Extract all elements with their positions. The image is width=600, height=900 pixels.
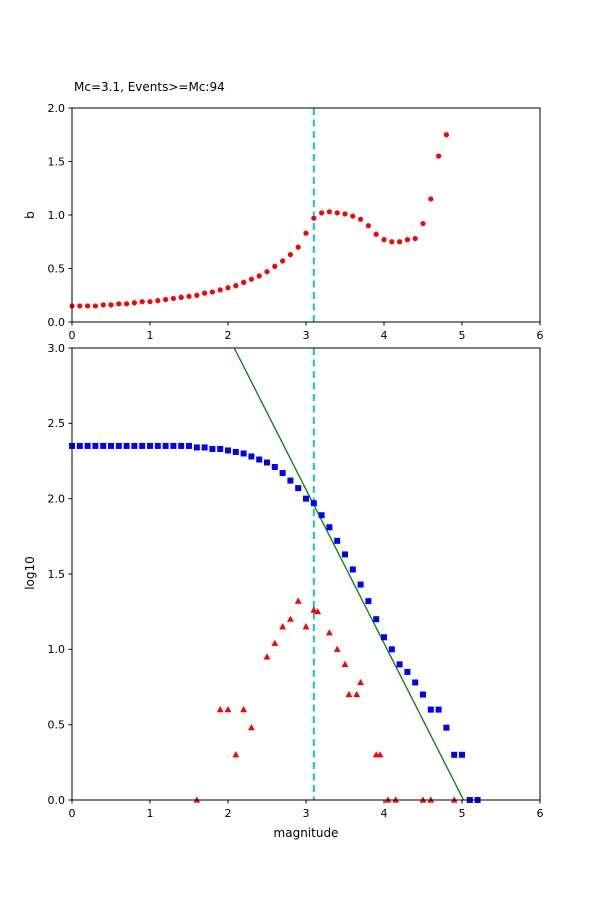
y-tick-label: 0.0 — [48, 794, 66, 807]
y-tick-label: 1.0 — [48, 209, 66, 222]
x-tick-label: 6 — [537, 807, 544, 820]
y-tick-label: 2.0 — [48, 102, 66, 115]
x-tick-label: 0 — [69, 807, 76, 820]
y-tick-label: 0.5 — [48, 262, 66, 275]
x-tick-label: 6 — [537, 329, 544, 342]
x-tick-label: 5 — [459, 329, 466, 342]
y-tick-label: 1.5 — [48, 568, 66, 581]
y-axis-label-log10: log10 — [23, 556, 37, 590]
x-tick-label: 4 — [381, 807, 388, 820]
y-tick-label: 3.0 — [48, 342, 66, 355]
x-tick-label: 2 — [225, 329, 232, 342]
x-tick-label: 1 — [147, 807, 154, 820]
y-tick-label: 0.0 — [48, 316, 66, 329]
y-tick-label: 2.5 — [48, 417, 66, 430]
y-tick-label: 1.5 — [48, 155, 66, 168]
chart-title: Mc=3.1, Events>=Mc:94 — [74, 80, 225, 94]
x-tick-label: 2 — [225, 807, 232, 820]
y-tick-label: 1.0 — [48, 643, 66, 656]
gutenberg-richter-fit — [233, 347, 465, 801]
y-axis-label-b: b — [23, 211, 37, 219]
noncumulative-counts — [193, 597, 458, 803]
b-value-points — [69, 132, 449, 309]
b-value-vs-magnitude: 0 1 2 3 4 5 6 0.0 0.5 1.0 1.5 2.0 — [48, 102, 544, 342]
x-tick-label: 1 — [147, 329, 154, 342]
axes-frame — [71, 107, 541, 323]
axes-frame — [71, 347, 541, 801]
x-axis-label-magnitude: magnitude — [273, 826, 339, 840]
cumulative-counts — [69, 442, 481, 803]
axis-ticks: 0 1 2 3 4 5 6 0.0 0.5 1.0 1.5 2.0 — [48, 102, 544, 342]
x-tick-label: 4 — [381, 329, 388, 342]
frequency-magnitude-distribution: 0 1 2 3 4 5 6 0.0 0.5 1.0 1.5 2.0 2.5 3.0 — [48, 342, 544, 820]
x-tick-label: 5 — [459, 807, 466, 820]
x-tick-label: 3 — [303, 329, 310, 342]
y-tick-label: 2.0 — [48, 492, 66, 505]
y-tick-label: 0.5 — [48, 718, 66, 731]
axis-ticks: 0 1 2 3 4 5 6 0.0 0.5 1.0 1.5 2.0 2.5 3.0 — [48, 342, 544, 820]
x-tick-label: 3 — [303, 807, 310, 820]
x-tick-label: 0 — [69, 329, 76, 342]
